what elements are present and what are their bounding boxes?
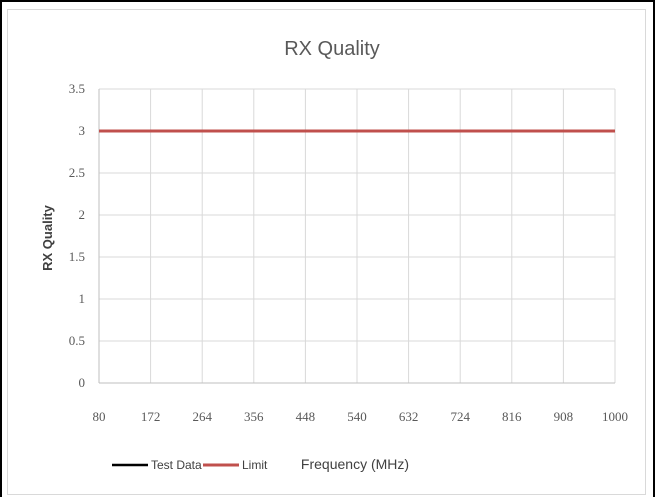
chart-area-border xyxy=(7,9,646,495)
x-tick-labels: 80 172 264 356 448 540 632 724 816 908 1000 xyxy=(93,409,629,424)
chart-title: RX Quality xyxy=(284,38,380,60)
y-tick-label: 0 xyxy=(79,375,86,390)
y-tick-label: 3.5 xyxy=(69,81,85,96)
y-axis-label: RX Quality xyxy=(40,204,55,271)
x-tick-label: 540 xyxy=(347,409,367,424)
x-tick-label: 172 xyxy=(141,409,161,424)
y-tick-label: 3 xyxy=(79,123,86,138)
x-tick-label: 264 xyxy=(192,409,212,424)
legend: Test Data Limit xyxy=(112,458,268,472)
legend-label-limit: Limit xyxy=(242,458,268,472)
y-tick-label: 1.5 xyxy=(69,249,85,264)
x-axis-label: Frequency (MHz) xyxy=(301,456,409,472)
y-tick-labels: 0 0.5 1 1.5 2 2.5 3 3.5 xyxy=(69,81,85,390)
y-tick-label: 2.5 xyxy=(69,165,85,180)
y-tick-label: 1 xyxy=(79,291,86,306)
x-tick-label: 356 xyxy=(244,409,264,424)
x-tick-label: 908 xyxy=(554,409,574,424)
x-tick-label: 816 xyxy=(502,409,522,424)
x-tick-label: 1000 xyxy=(602,409,628,424)
x-tick-label: 80 xyxy=(93,409,106,424)
y-tick-label: 0.5 xyxy=(69,333,85,348)
y-tick-label: 2 xyxy=(79,207,86,222)
x-tick-label: 632 xyxy=(399,409,419,424)
x-tick-label: 448 xyxy=(296,409,316,424)
gridlines xyxy=(98,88,616,384)
x-tick-label: 724 xyxy=(450,409,470,424)
legend-label-test-data: Test Data xyxy=(151,458,202,472)
